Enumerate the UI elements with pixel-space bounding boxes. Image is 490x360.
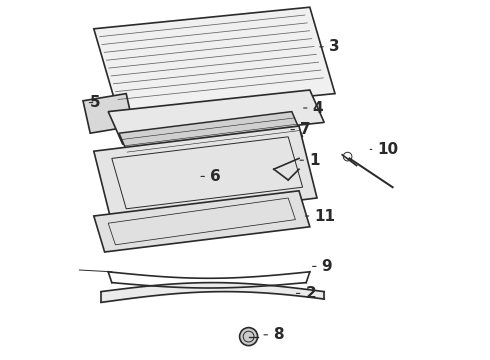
Polygon shape: [94, 126, 317, 223]
Circle shape: [240, 328, 258, 346]
Text: 7: 7: [300, 122, 311, 137]
Polygon shape: [119, 112, 303, 158]
Polygon shape: [94, 7, 335, 115]
Text: 6: 6: [210, 169, 221, 184]
Text: 9: 9: [321, 259, 332, 274]
Text: 1: 1: [309, 153, 319, 168]
Polygon shape: [83, 94, 133, 133]
Text: 10: 10: [377, 142, 398, 157]
Text: 3: 3: [329, 39, 340, 54]
Text: 11: 11: [315, 208, 336, 224]
Polygon shape: [108, 90, 324, 144]
Text: 2: 2: [305, 286, 316, 301]
Polygon shape: [94, 191, 310, 252]
Text: 5: 5: [90, 95, 100, 110]
Text: 8: 8: [273, 327, 284, 342]
Text: 4: 4: [313, 100, 323, 116]
